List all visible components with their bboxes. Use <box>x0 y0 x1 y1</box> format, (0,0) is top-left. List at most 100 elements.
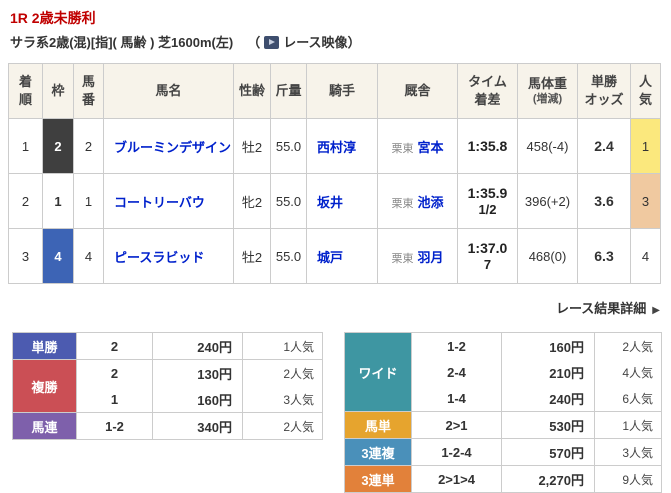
bet-type-quinella: 馬連 <box>12 412 77 440</box>
payout-popularity: 4人気 <box>594 359 662 385</box>
horse-number: 1 <box>73 173 104 229</box>
time-margin-cell: 1:37.0 7 <box>457 228 518 284</box>
payout-combo: 1-2 <box>411 332 502 359</box>
bet-type-wide: ワイド <box>344 332 412 412</box>
horse-name-link[interactable]: ブルーミンデザイン <box>114 139 232 155</box>
horse-number: 4 <box>73 228 104 284</box>
payout-row: 2-4 210円 4人気 <box>345 359 662 385</box>
payout-combo: 2 <box>76 332 153 360</box>
payout-popularity: 2人気 <box>242 412 323 440</box>
col-header-horse-weight: 馬体重 (増減) <box>517 63 578 119</box>
payout-amount: 570円 <box>501 438 595 466</box>
payout-combo: 1 <box>76 386 153 413</box>
col-header-stable: 厩舎 <box>377 63 458 119</box>
stable-region: 栗東 <box>391 142 414 155</box>
popularity-rank: 1 <box>630 118 661 174</box>
payout-popularity: 3人気 <box>242 386 323 413</box>
bet-type-trio: 3連複 <box>344 438 412 466</box>
payout-popularity: 2人気 <box>242 359 323 386</box>
finish-position: 2 <box>8 173 43 229</box>
payout-table-right: ワイド 1-2 160円 2人気 2-4 210円 4人気 1-4 240円 6… <box>344 332 662 493</box>
payout-amount: 2,270円 <box>501 465 595 493</box>
win-odds: 6.3 <box>577 228 631 284</box>
payout-popularity: 1人気 <box>242 332 323 360</box>
trainer-link[interactable]: 池添 <box>417 194 444 210</box>
payout-combo: 1-4 <box>411 385 502 412</box>
payout-amount: 530円 <box>501 411 595 439</box>
payout-combo: 1-2-4 <box>411 438 502 466</box>
payout-combo: 2>1 <box>411 411 502 439</box>
bet-type-place: 複勝 <box>12 359 77 413</box>
race-results-table: 着順 枠 馬番 馬名 性齢 斤量 騎手 厩舎 タイム 着差 馬体重 (増減) 単勝オ… <box>8 63 661 284</box>
result-row: 2 1 1 コートリーバウ 牝2 55.0 坂井 栗東 池添 1:35.9 1/2 … <box>8 173 661 229</box>
race-details-label: レース結果詳細 <box>555 301 647 316</box>
payout-amount: 240円 <box>501 385 595 412</box>
result-row: 1 2 2 ブルーミンデザイン 牡2 55.0 西村淳 栗東 宮本 1:35.8 … <box>8 118 661 174</box>
win-odds: 2.4 <box>577 118 631 174</box>
finish-position: 1 <box>8 118 43 174</box>
race-video-link[interactable]: レース映像 <box>283 35 348 50</box>
payout-popularity: 9人気 <box>594 465 662 493</box>
race-title: 1R 2歳未勝利 <box>10 10 96 26</box>
horse-name-cell: ピースラビッド <box>103 228 234 284</box>
horse-name-link[interactable]: コートリーバウ <box>114 194 205 210</box>
frame-number: 2 <box>42 118 74 174</box>
stable-cell: 栗東 池添 <box>377 173 458 229</box>
col-header-weight: 斤量 <box>270 63 307 119</box>
col-header-sex-age: 性齢 <box>233 63 271 119</box>
carried-weight: 55.0 <box>270 118 307 174</box>
payout-combo: 2-4 <box>411 359 502 385</box>
payout-amount: 340円 <box>152 412 243 440</box>
col-header-time-margin: タイム 着差 <box>457 63 518 119</box>
payout-row: ワイド 1-2 160円 2人気 <box>344 332 662 412</box>
trainer-link[interactable]: 羽月 <box>417 249 444 265</box>
col-header-odds: 単勝 オッズ <box>577 63 631 119</box>
bet-type-win: 単勝 <box>12 332 77 360</box>
race-details-link[interactable]: レース結果詳細 ▶ <box>8 298 660 317</box>
carried-weight: 55.0 <box>270 173 307 229</box>
payout-row: 馬単 2>1 530円 1人気 <box>344 411 662 439</box>
video-icon[interactable] <box>264 36 280 49</box>
race-conditions: サラ系2歳(混)[指]( 馬齢 ) 芝1600m(左) <box>10 35 234 50</box>
time-margin-cell: 1:35.9 1/2 <box>457 173 518 229</box>
sex-age: 牝2 <box>233 173 271 229</box>
payout-combo: 2 <box>76 359 153 386</box>
payout-popularity: 2人気 <box>594 332 662 359</box>
payout-table-left: 単勝 2 240円 1人気 複勝 2 130円 2人気 1 160円 3人気 <box>12 332 323 440</box>
payout-row: 馬連 1-2 340円 2人気 <box>12 412 323 440</box>
payout-row: 単勝 2 240円 1人気 <box>12 332 323 360</box>
horse-weight: 458(-4) <box>517 118 578 174</box>
stable-cell: 栗東 羽月 <box>377 228 458 284</box>
time-margin-cell: 1:35.8 <box>457 118 518 174</box>
payout-popularity: 3人気 <box>594 438 662 466</box>
horse-weight: 396(+2) <box>517 173 578 229</box>
payout-popularity: 6人気 <box>594 385 662 412</box>
carried-weight: 55.0 <box>270 228 307 284</box>
payout-section: 単勝 2 240円 1人気 複勝 2 130円 2人気 1 160円 3人気 <box>12 332 671 493</box>
horse-number: 2 <box>73 118 104 174</box>
jockey-link[interactable]: 城戸 <box>317 249 344 265</box>
horse-name-link[interactable]: ピースラビッド <box>114 249 205 265</box>
horse-name-cell: ブルーミンデザイン <box>103 118 234 174</box>
sex-age: 牡2 <box>233 228 271 284</box>
col-header-finish: 着順 <box>8 63 43 119</box>
win-odds: 3.6 <box>577 173 631 229</box>
results-header-row: 着順 枠 馬番 馬名 性齢 斤量 騎手 厩舎 タイム 着差 馬体重 (増減) 単勝オ… <box>8 63 661 119</box>
sex-age: 牡2 <box>233 118 271 174</box>
payout-row: 1 160円 3人気 <box>13 386 323 413</box>
payout-amount: 210円 <box>501 359 595 385</box>
jockey-cell: 城戸 <box>306 228 378 284</box>
jockey-cell: 西村淳 <box>306 118 378 174</box>
col-header-horse: 馬名 <box>103 63 234 119</box>
arrow-right-icon: ▶ <box>652 305 660 316</box>
trainer-link[interactable]: 宮本 <box>417 139 444 155</box>
jockey-link[interactable]: 西村淳 <box>317 139 357 155</box>
payout-combo: 2>1>4 <box>411 465 502 493</box>
horse-weight: 468(0) <box>517 228 578 284</box>
stable-cell: 栗東 宮本 <box>377 118 458 174</box>
finish-position: 3 <box>8 228 43 284</box>
horse-name-cell: コートリーバウ <box>103 173 234 229</box>
bet-type-trifecta: 3連単 <box>344 465 412 493</box>
jockey-link[interactable]: 坂井 <box>317 194 344 210</box>
